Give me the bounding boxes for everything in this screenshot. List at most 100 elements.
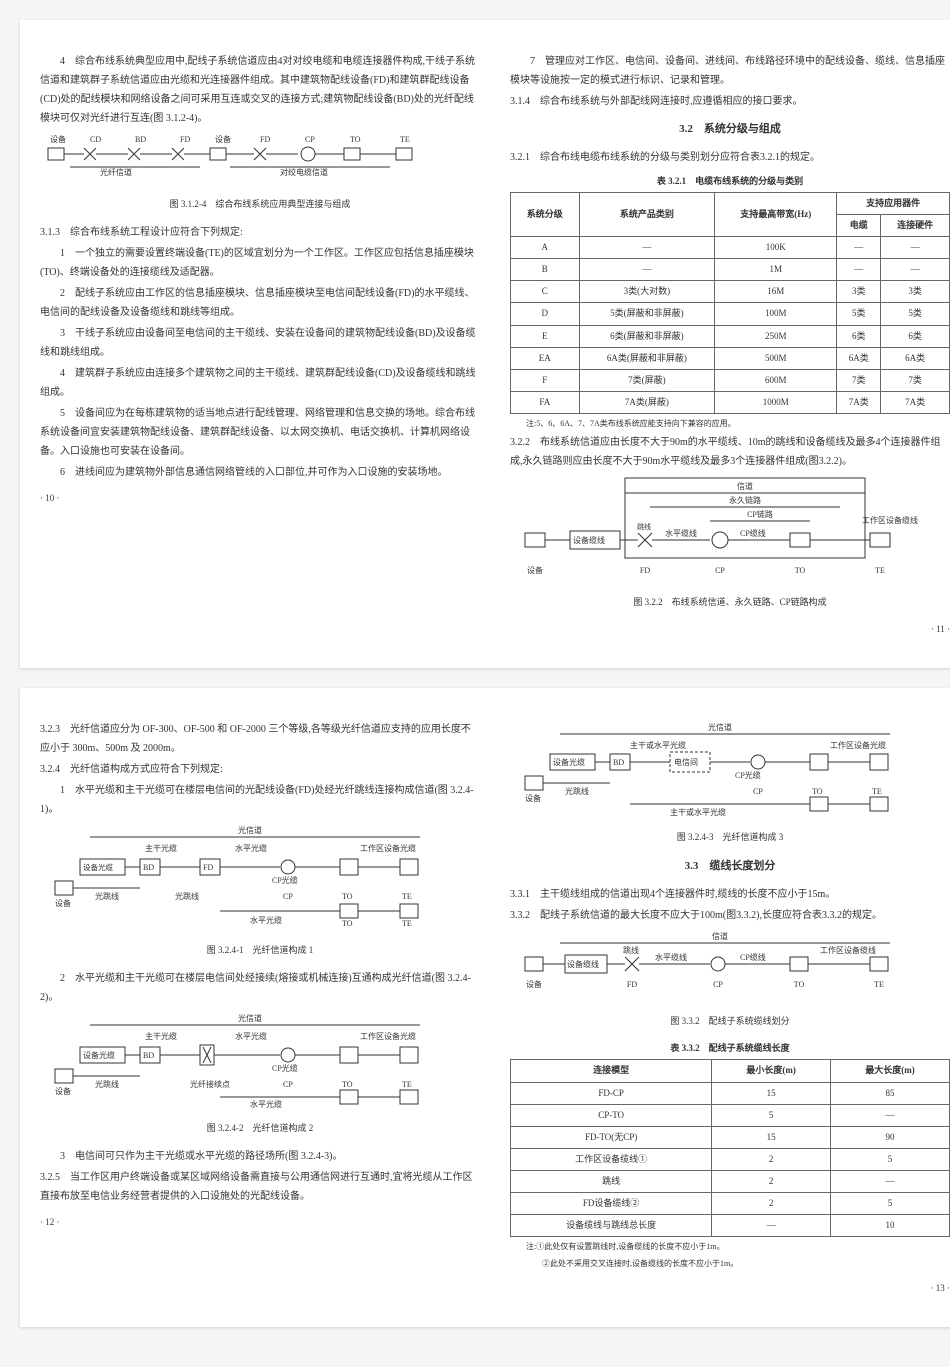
s324-2: 2 水平光缆和主干光缆可在楼层电信间处经接续(熔接或机械连接)互通构成光纤信道(… bbox=[40, 969, 480, 1007]
svg-text:光跳线: 光跳线 bbox=[175, 891, 199, 901]
svg-text:对绞电缆信道: 对绞电缆信道 bbox=[280, 167, 328, 177]
page-2: 3.2.3 光纤信道应分为 OF-300、OF-500 和 OF-2000 三个… bbox=[20, 688, 950, 1326]
fig-3243: 光信道 主干或水平光缆 工作区设备光缆 设备光缆 BD 电信间 CP光缆 bbox=[510, 718, 950, 818]
s313: 3.1.3 综合布线系统工程设计应符合下列规定: bbox=[40, 223, 480, 242]
s313-1: 1 一个独立的需要设置终端设备(TE)的区域宜划分为一个工作区。工作区应包括信息… bbox=[40, 244, 480, 282]
svg-text:TE: TE bbox=[872, 787, 882, 796]
svg-text:CP: CP bbox=[713, 980, 723, 989]
svg-text:设备: 设备 bbox=[50, 134, 66, 144]
svg-text:CP链路: CP链路 bbox=[747, 509, 773, 519]
svg-text:光信道: 光信道 bbox=[708, 722, 732, 732]
s324-3: 3 电信间可只作为主干光缆或水平光缆的路径场所(图 3.2.4-3)。 bbox=[40, 1147, 480, 1166]
page2-right-col: 光信道 主干或水平光缆 工作区设备光缆 设备光缆 BD 电信间 CP光缆 bbox=[510, 718, 950, 1296]
para-7: 7 管理应对工作区、电信间、设备间、进线间、布线路径环境中的配线设备、缆线、信息… bbox=[510, 52, 950, 90]
svg-text:工作区设备光缆: 工作区设备光缆 bbox=[360, 1031, 416, 1041]
fig-3242: 光信道 主干光缆 水平光缆 工作区设备光缆 设备光缆 BD CP光缆 bbox=[40, 1009, 480, 1109]
fig-332-cap: 图 3.3.2 配线子系统缆线划分 bbox=[510, 1013, 950, 1030]
svg-text:TO: TO bbox=[795, 566, 806, 575]
svg-text:TE: TE bbox=[400, 135, 410, 144]
svg-text:CP光缆: CP光缆 bbox=[272, 875, 298, 885]
svg-text:水平缆线: 水平缆线 bbox=[655, 952, 687, 962]
svg-text:主干光缆: 主干光缆 bbox=[145, 843, 177, 853]
svg-text:TO: TO bbox=[794, 980, 805, 989]
svg-text:TE: TE bbox=[402, 919, 412, 928]
fig-3242-cap: 图 3.2.4-2 光纤信道构成 2 bbox=[40, 1120, 480, 1137]
fig-3241-cap: 图 3.2.4-1 光纤信道构成 1 bbox=[40, 942, 480, 959]
svg-text:永久链路: 永久链路 bbox=[729, 495, 761, 505]
svg-text:光跳线: 光跳线 bbox=[565, 786, 589, 796]
svg-text:设备: 设备 bbox=[55, 898, 71, 908]
svg-text:工作区设备光缆: 工作区设备光缆 bbox=[830, 740, 886, 750]
svg-text:CP: CP bbox=[715, 566, 725, 575]
s322: 3.2.2 布线系统信道应由长度不大于90m的水平缆线、10m的跳线和设备缆线及… bbox=[510, 433, 950, 471]
svg-text:工作区设备光缆: 工作区设备光缆 bbox=[360, 843, 416, 853]
svg-text:CP: CP bbox=[283, 892, 293, 901]
tbl321-note: 注:5、6、6A、7、7A类布线系统应能支持向下兼容的应用。 bbox=[510, 416, 950, 431]
svg-text:BD: BD bbox=[143, 1051, 154, 1060]
svg-text:主干光缆: 主干光缆 bbox=[145, 1031, 177, 1041]
tbl332-n1: 注:①此处仅有设置跳线时,设备缆线的长度不应小于1m。 bbox=[510, 1239, 950, 1254]
svg-text:设备: 设备 bbox=[527, 565, 543, 575]
svg-text:主干或水平光缆: 主干或水平光缆 bbox=[630, 740, 686, 750]
svg-text:CP: CP bbox=[305, 135, 315, 144]
s331: 3.3.1 主干缆线组成的信道出现4个连接器件时,缆线的长度不应小于15m。 bbox=[510, 885, 950, 904]
svg-text:水平缆线: 水平缆线 bbox=[665, 528, 697, 538]
svg-text:光信道: 光信道 bbox=[238, 1013, 262, 1023]
svg-text:TE: TE bbox=[402, 892, 412, 901]
fig-322-cap: 图 3.2.2 布线系统信道、永久链路、CP链路构成 bbox=[510, 594, 950, 611]
svg-text:跳线: 跳线 bbox=[623, 945, 639, 955]
svg-text:设备缆线: 设备缆线 bbox=[573, 535, 605, 545]
tbl332-cap: 表 3.3.2 配线子系统缆线长度 bbox=[510, 1040, 950, 1057]
page-1: 4 综合布线系统典型应用中,配线子系统信道应由4对对绞电缆和电缆连接器件构成,干… bbox=[20, 20, 950, 668]
svg-text:信道: 信道 bbox=[712, 931, 728, 941]
fig-3-1-2-4: 设备 CD BD FD 设备 FD CP TO TE bbox=[40, 130, 480, 185]
s332: 3.3.2 配线子系统信道的最大长度不应大于100m(图3.3.2),长度应符合… bbox=[510, 906, 950, 925]
fig-3241: 光信道 主干光缆 水平光缆 工作区设备光缆 设备光缆 BD FD CP光缆 bbox=[40, 821, 480, 931]
svg-text:FD: FD bbox=[640, 566, 650, 575]
s313-2: 2 配线子系统应由工作区的信息插座模块、信息插座模块至电信间配线设备(FD)的水… bbox=[40, 284, 480, 322]
svg-text:BD: BD bbox=[613, 758, 624, 767]
svg-text:CP: CP bbox=[283, 1080, 293, 1089]
page-num-13: · 13 · bbox=[510, 1280, 950, 1297]
svg-text:BD: BD bbox=[143, 863, 154, 872]
svg-text:水平光缆: 水平光缆 bbox=[235, 1031, 267, 1041]
fig-332: 信道 设备缆线 跳线 水平缆线 CP缆线 工作区设备缆线 设备 FD CP bbox=[510, 927, 950, 1002]
svg-text:TO: TO bbox=[342, 919, 353, 928]
svg-text:主干或水平光缆: 主干或水平光缆 bbox=[670, 807, 726, 817]
page-num-10: · 10 · bbox=[40, 490, 480, 507]
s313-3: 3 干线子系统应由设备间至电信间的主干缆线、安装在设备间的建筑物配线设备(BD)… bbox=[40, 324, 480, 362]
table-321: 系统分级 系统产品类别 支持最高带宽(Hz) 支持应用器件 电缆 连接硬件 A—… bbox=[510, 192, 950, 414]
svg-text:TO: TO bbox=[342, 892, 353, 901]
s313-4: 4 建筑群子系统应由连接多个建筑物之间的主干缆线、建筑群配线设备(CD)及设备缆… bbox=[40, 364, 480, 402]
svg-text:设备光缆: 设备光缆 bbox=[83, 862, 113, 872]
svg-text:水平光缆: 水平光缆 bbox=[235, 843, 267, 853]
svg-text:设备: 设备 bbox=[525, 793, 541, 803]
svg-text:光信道: 光信道 bbox=[238, 825, 262, 835]
svg-text:设备: 设备 bbox=[526, 979, 542, 989]
s324-1: 1 水平光缆和主干光缆可在楼层电信间的光配线设备(FD)处经光纤跳线连接构成信道… bbox=[40, 781, 480, 819]
svg-text:光纤接续点: 光纤接续点 bbox=[190, 1079, 230, 1089]
svg-text:FD: FD bbox=[260, 135, 270, 144]
svg-text:FD: FD bbox=[180, 135, 190, 144]
svg-text:电信间: 电信间 bbox=[674, 757, 698, 767]
page-num-11: · 11 · bbox=[510, 621, 950, 638]
s313-5: 5 设备间应为在每栋建筑物的适当地点进行配线管理、网络管理和信息交换的场地。综合… bbox=[40, 404, 480, 461]
svg-text:设备: 设备 bbox=[55, 1086, 71, 1096]
page1-left-col: 4 综合布线系统典型应用中,配线子系统信道应由4对对绞电缆和电缆连接器件构成,干… bbox=[40, 50, 480, 638]
page1-right-col: 7 管理应对工作区、电信间、设备间、进线间、布线路径环境中的配线设备、缆线、信息… bbox=[510, 50, 950, 638]
tbl332-n2: ②此处不采用交叉连接时,设备缆线的长度不应小于1m。 bbox=[510, 1256, 950, 1271]
svg-text:水平光缆: 水平光缆 bbox=[250, 1099, 282, 1109]
fig-322: 信道 永久链路 CP链路 工作区设备缆线 设备缆线 跳线 水平缆线 CP缆线 bbox=[510, 473, 950, 583]
svg-text:设备光缆: 设备光缆 bbox=[83, 1050, 115, 1060]
tbl321-cap: 表 3.2.1 电缆布线系统的分级与类别 bbox=[510, 173, 950, 190]
svg-text:TE: TE bbox=[402, 1080, 412, 1089]
svg-text:设备: 设备 bbox=[215, 134, 231, 144]
svg-text:FD: FD bbox=[203, 863, 213, 872]
table-332: 连接模型 最小长度(m) 最大长度(m) FD-CP1585CP-TO5—FD-… bbox=[510, 1059, 950, 1237]
para-4: 4 综合布线系统典型应用中,配线子系统信道应由4对对绞电缆和电缆连接器件构成,干… bbox=[40, 52, 480, 128]
s324: 3.2.4 光纤信道构成方式应符合下列规定: bbox=[40, 760, 480, 779]
svg-text:CP光缆: CP光缆 bbox=[735, 770, 761, 780]
page2-left-col: 3.2.3 光纤信道应分为 OF-300、OF-500 和 OF-2000 三个… bbox=[40, 718, 480, 1296]
svg-text:工作区设备缆线: 工作区设备缆线 bbox=[820, 945, 876, 955]
svg-text:BD: BD bbox=[135, 135, 146, 144]
